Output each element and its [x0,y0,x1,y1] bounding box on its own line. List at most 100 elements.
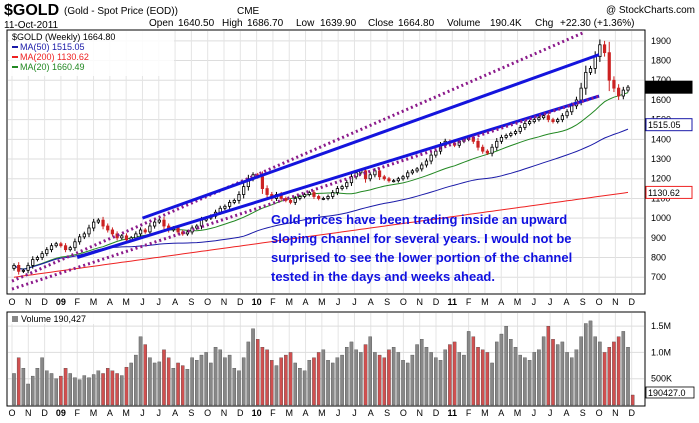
candle-body [607,52,611,81]
volume-bar [68,373,72,406]
candle-body [509,133,513,136]
candle-body [593,56,597,69]
candle-body [265,188,269,195]
candle-body [340,186,344,189]
volume-bar [340,354,344,406]
volume-bar [537,349,541,406]
volume-x-tick: M [285,408,293,418]
volume-bar [312,357,316,406]
candle-body [157,219,161,223]
volume-bar [523,357,527,406]
candle-body [120,235,124,239]
price-x-tick: O [8,297,15,307]
volume-x-tick: N [25,408,32,418]
volume-last-box [645,386,695,399]
candle-body [321,198,325,200]
price-label-box [645,80,693,94]
price-x-tick: A [107,297,113,307]
volume-bar [509,339,513,406]
price-y-tick: 800 [651,253,666,263]
candle-body [317,196,321,199]
candle-body [35,257,40,260]
volume-bar [555,344,560,406]
volume-bar [593,336,597,406]
volume-label: Volume [447,18,481,29]
symbol: $GOLD [4,2,59,19]
candle-body [92,221,96,229]
candle-body [12,265,16,269]
volume-x-tick: D [628,408,635,418]
volume-bar [621,331,626,406]
volume-bar [471,336,476,406]
volume-y-tick: 1.0M [651,347,671,357]
price-label-box [645,118,693,132]
volume-bar [626,347,630,406]
volume-bar [82,375,87,406]
volume-bar [12,373,16,406]
volume-bar [59,375,63,406]
annotation-line-2: sloping channel for several years. I wou… [271,231,572,246]
volume-bar [115,373,119,406]
candle-body [542,115,546,119]
price-y-tick: 1700 [651,75,671,85]
volume-bar [237,370,241,406]
volume-bar [87,377,91,406]
price-y-tick: 1000 [651,213,671,223]
volume-bar [21,368,26,406]
volume-bar [77,379,82,406]
volume-x-tick: A [498,408,504,418]
volume-bars [12,320,635,406]
channel-upper-dotted [11,31,584,283]
volume-bar [466,331,471,406]
volume-bar [476,347,480,406]
volume-bar [209,362,213,406]
annotation-line-1: Gold prices have been trading inside an … [271,212,567,227]
volume-bar [16,357,21,406]
volume-bar [241,357,246,406]
exchange: CME [237,6,260,17]
candle-body [162,219,166,227]
volume-value: 190.4K [490,18,522,29]
volume-x-tick: J [352,408,357,418]
volume-x-tick: D [237,408,244,418]
moving-averages [13,92,629,278]
price-y-tick: 1200 [651,174,671,184]
price-x-tick: F [74,297,80,307]
ma50-line [13,128,629,270]
volume-bar [176,362,180,406]
candle-body [584,71,588,89]
candle-body [349,176,354,184]
volume-x-tick: J [157,408,162,418]
candle-body [410,170,414,174]
volume-x-tick: N [221,408,228,418]
candle-body [302,194,307,197]
candle-body [434,150,438,156]
volume-x-tick: S [384,408,390,418]
price-x-tick: F [466,297,472,307]
volume-bar [190,357,194,406]
volume-bar [513,347,518,406]
candle-body [495,140,499,148]
price-x-tick: O [596,297,603,307]
volume-bar [288,352,293,406]
legend-box [9,31,174,76]
volume-bar [387,349,391,406]
volume-bar [345,347,349,406]
volume-bar [602,352,607,406]
volume-x-tick: O [204,408,211,418]
candle-body [424,160,429,166]
volume-bar [630,394,635,406]
price-x-tick: M [318,297,326,307]
low-label: Low [296,18,315,29]
volume-x-tick: J [140,408,145,418]
candle-body [298,196,302,199]
volume-bar [448,344,452,406]
volume-bar [284,354,288,406]
volume-y-axis: 500K 1.0M 1.5M 190427.0 [645,321,695,399]
candle-body [363,170,368,180]
legend-ma50: MA(50) 1515.05 [20,42,85,52]
candle-body [368,174,372,180]
price-x-tick: N [221,297,228,307]
volume-bar [373,352,377,406]
